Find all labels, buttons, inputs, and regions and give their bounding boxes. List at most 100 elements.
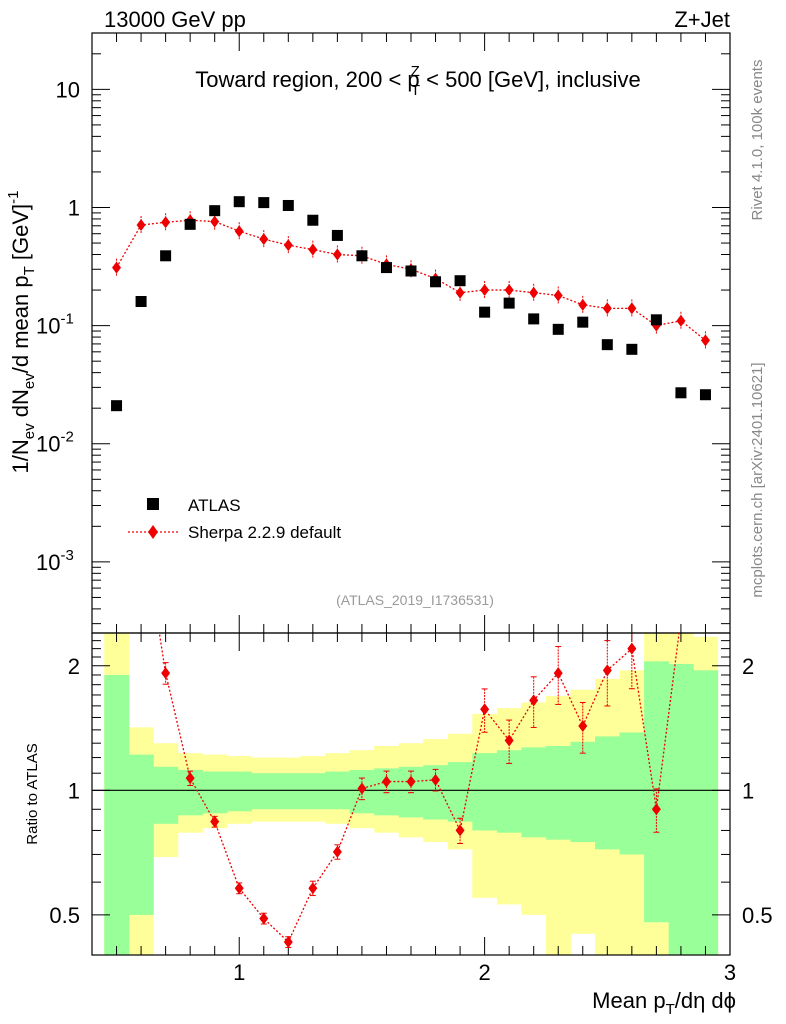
ratio-mc-point — [332, 845, 342, 858]
ratio-band-inner — [644, 661, 670, 923]
mc-point — [136, 219, 146, 232]
ratio-mc-point — [431, 773, 441, 786]
ratio-y-tick-label-right: 2 — [742, 654, 754, 679]
ratio-band-inner — [496, 750, 522, 833]
atlas-point — [380, 262, 392, 274]
atlas-point — [209, 205, 221, 217]
ratio-mc-point — [553, 667, 563, 680]
mc-point — [529, 286, 539, 299]
y-tick-label: 1 — [68, 195, 80, 220]
atlas-point — [405, 265, 417, 277]
main-plot-frame — [91, 32, 731, 634]
mc-point — [627, 302, 637, 315]
ratio-mc-point — [357, 782, 367, 795]
atlas-point — [307, 214, 319, 226]
ratio-band-inner — [276, 773, 301, 810]
mc-point — [283, 239, 293, 252]
atlas-point — [331, 229, 343, 241]
atlas-point — [577, 316, 589, 328]
ratio-band-inner — [693, 670, 719, 955]
ratio-band-inner — [226, 771, 252, 812]
y-axis-label-ratio: Ratio to ATLAS — [24, 743, 41, 844]
mc-point — [480, 284, 490, 297]
legend-mc-label: Sherpa 2.2.9 default — [188, 523, 341, 542]
ratio-mc-point — [529, 694, 539, 707]
atlas-point — [650, 314, 662, 326]
x-tick-label: 3 — [724, 960, 736, 985]
mc-point — [504, 284, 514, 297]
mc-point — [308, 243, 318, 256]
mc-point — [455, 286, 465, 299]
ratio-mc-point — [210, 815, 220, 828]
ratio-mc-point — [602, 664, 612, 677]
y-tick-label: 10 — [56, 77, 80, 102]
mc-line — [115, 219, 706, 341]
atlas-point — [626, 343, 638, 355]
x-tick-label: 1 — [233, 960, 245, 985]
atlas-point — [552, 323, 564, 335]
mc-point — [161, 216, 171, 229]
ratio-mc-point — [455, 824, 465, 837]
ratio-band-inner — [668, 663, 694, 955]
ratio-mc-point — [161, 667, 171, 680]
ratio-band-inner — [128, 754, 154, 915]
atlas-point — [454, 275, 466, 287]
ratio-mc-point — [406, 775, 416, 788]
atlas-point — [528, 313, 540, 325]
ratio-y-tick-label: 1 — [68, 778, 80, 803]
ratio-mc-point — [308, 882, 318, 895]
ratio-band-inner — [595, 736, 620, 850]
atlas-point — [282, 199, 294, 211]
mc-point — [578, 298, 588, 311]
ratio-band-inner — [104, 674, 130, 955]
mc-point — [259, 233, 269, 246]
ratio-mc-point — [504, 734, 514, 747]
legend-data-label: ATLAS — [188, 496, 241, 515]
plot-title: Toward region, 200 < pZ T < 500 [GeV], in… — [195, 63, 641, 99]
mc-point — [553, 289, 563, 302]
ratio-mc-point — [381, 775, 391, 788]
ratio-band-inner — [521, 747, 547, 838]
atlas-point — [479, 306, 491, 318]
ratio-mc-point — [651, 803, 661, 816]
legend-mc-marker — [148, 525, 158, 539]
ratio-band-inner — [153, 766, 179, 824]
mcplots-label: mcplots.cern.ch [arXiv:2401.10621] — [749, 362, 766, 597]
atlas-point — [430, 276, 442, 288]
ratio-mc-point — [480, 703, 490, 716]
ratio-mc-point — [185, 772, 195, 785]
y-tick-label: 10-2 — [36, 429, 74, 457]
y-tick-label: 10-3 — [36, 547, 74, 575]
atlas-point — [699, 389, 711, 401]
ratio-y-tick-label: 2 — [68, 654, 80, 679]
ratio-mc-point — [137, 510, 146, 522]
mc-point — [112, 261, 122, 274]
atlas-point — [356, 250, 368, 262]
ratio-band-inner — [570, 741, 596, 843]
legend: ATLAS Sherpa 2.2.9 default — [128, 496, 341, 542]
ratio-band-inner — [251, 773, 277, 810]
atlas-point — [503, 297, 515, 309]
ratio-band-inner — [300, 773, 326, 810]
ratio-band-inner — [472, 753, 498, 831]
legend-data-marker — [147, 498, 159, 510]
mc-point — [676, 314, 686, 327]
ratio-band-inner — [619, 732, 645, 855]
mc-point — [210, 215, 220, 228]
ratio-mc-point — [234, 882, 244, 895]
x-axis-label: Mean pT/dη dϕ — [592, 988, 736, 1018]
atlas-point — [111, 400, 123, 412]
atlas-point — [233, 196, 245, 208]
ratio-mc-point — [259, 912, 269, 925]
ratio-y-tick-label: 0.5 — [49, 903, 80, 928]
ratio-band-inner — [202, 771, 228, 814]
atlas-point — [258, 197, 270, 209]
atlas-point — [601, 339, 613, 351]
rivet-label: Rivet 4.1.0, 100k events — [749, 60, 766, 221]
atlas-point — [675, 387, 687, 399]
y-tick-label: 10-1 — [36, 311, 74, 339]
atlas-point — [160, 250, 172, 262]
ratio-y-tick-label-right: 0.5 — [742, 903, 773, 928]
ratio-y-tick-label-right: 1 — [742, 778, 754, 803]
